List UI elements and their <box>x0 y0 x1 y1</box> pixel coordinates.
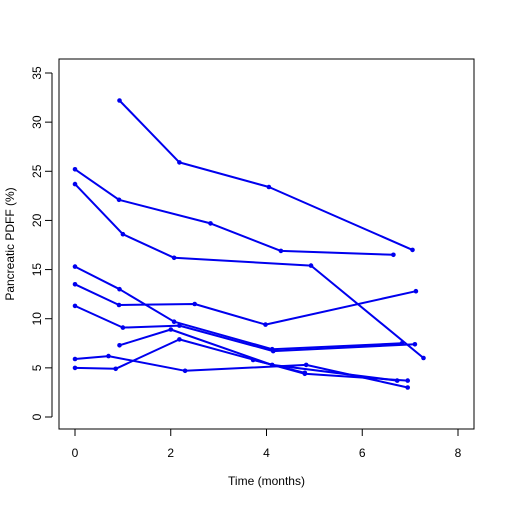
y-tick-label: 25 <box>30 164 44 178</box>
series-line <box>74 265 403 351</box>
series-line <box>252 359 306 374</box>
y-tick-label: 15 <box>30 263 44 277</box>
series-8 <box>72 353 411 390</box>
plot-frame <box>58 58 475 430</box>
data-point <box>412 342 418 347</box>
data-point <box>303 362 309 368</box>
data-point <box>72 264 78 269</box>
data-point <box>177 337 182 342</box>
x-tick-label: 8 <box>455 446 462 460</box>
data-point <box>72 282 78 287</box>
data-point <box>278 248 284 254</box>
y-axis-title: Pancreatic PDFF (%) <box>3 187 17 300</box>
data-point <box>168 327 174 332</box>
x-tick-label: 4 <box>263 446 270 460</box>
series-line <box>119 328 398 382</box>
series-5 <box>72 282 419 327</box>
y-tick-label: 30 <box>30 115 44 129</box>
data-point <box>171 319 177 325</box>
data-point <box>120 231 126 237</box>
data-point <box>302 370 308 376</box>
y-tick-label: 0 <box>30 413 44 420</box>
x-axis: 0 2 4 6 8 <box>72 428 462 460</box>
series-line <box>74 168 394 256</box>
data-point <box>72 303 78 309</box>
data-point <box>263 322 268 327</box>
data-point <box>405 378 411 383</box>
data-point <box>113 366 118 372</box>
series-1 <box>117 98 415 253</box>
data-point <box>177 323 182 328</box>
x-axis-title: Time (months) <box>228 474 305 488</box>
x-tick-label: 0 <box>72 446 79 460</box>
data-point <box>410 247 415 253</box>
data-point <box>250 357 256 363</box>
series-4 <box>72 264 405 352</box>
x-tick-label: 6 <box>359 446 366 460</box>
x-tick-label: 2 <box>167 446 174 460</box>
data-point <box>117 343 122 348</box>
series-10 <box>250 357 308 376</box>
data-point <box>308 263 314 268</box>
data-point <box>182 368 188 374</box>
data-point <box>72 167 78 172</box>
data-point <box>177 160 182 165</box>
data-point <box>208 221 213 226</box>
series-line <box>74 183 425 359</box>
data-point <box>270 348 276 354</box>
data-point <box>72 181 78 187</box>
series-7 <box>117 327 400 383</box>
data-point <box>72 365 78 371</box>
y-tick-label: 35 <box>30 66 44 80</box>
data-point <box>117 286 122 292</box>
data-point <box>413 288 419 294</box>
data-point <box>391 252 396 258</box>
series-line <box>74 283 417 326</box>
data-point <box>72 356 78 362</box>
data-point <box>171 255 177 261</box>
y-tick-label: 5 <box>30 364 44 371</box>
series-layer <box>72 98 426 390</box>
series-line <box>118 99 413 251</box>
series-6 <box>72 303 418 354</box>
data-point <box>116 302 122 308</box>
data-point <box>421 355 426 361</box>
data-point <box>106 353 111 359</box>
data-point <box>120 325 126 330</box>
series-3 <box>72 181 426 361</box>
y-axis: 0 5 10 15 20 25 30 35 <box>30 66 53 420</box>
y-tick-label: 10 <box>30 312 44 326</box>
data-point <box>117 98 122 103</box>
series-line <box>74 355 408 389</box>
series-2 <box>72 167 396 258</box>
data-point <box>192 301 197 307</box>
data-point <box>266 184 272 190</box>
data-point <box>116 197 122 203</box>
data-point <box>405 385 411 390</box>
y-tick-label: 20 <box>30 213 44 227</box>
